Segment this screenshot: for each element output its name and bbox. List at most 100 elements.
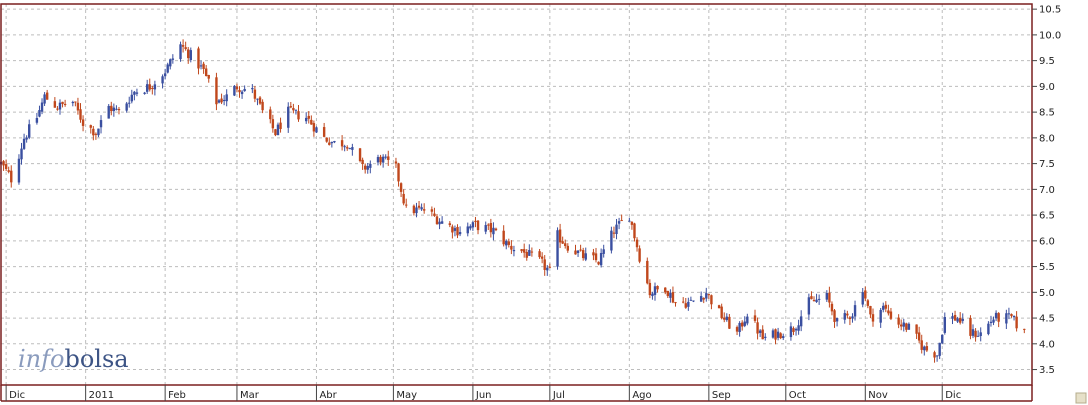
candle-body xyxy=(779,333,782,339)
x-tick-label: Ago xyxy=(632,390,651,401)
candle-body xyxy=(74,101,77,103)
candle-body xyxy=(851,316,854,319)
candle-body xyxy=(379,156,382,163)
candle-body xyxy=(633,223,636,239)
candle-body xyxy=(243,88,246,92)
candle-body xyxy=(256,98,259,100)
candle-body xyxy=(279,122,282,129)
candle-body xyxy=(474,220,477,222)
x-axis: Dic 2011 Feb Mar Abr May Jun Jul Ago Sep Oct Nov Dic xyxy=(5,385,961,401)
candle-body xyxy=(635,239,639,248)
candle-body xyxy=(900,324,903,327)
candle-body xyxy=(933,352,936,358)
candle-body xyxy=(35,117,39,123)
candle-body xyxy=(525,251,528,258)
x-tick-label: Dic xyxy=(945,390,961,401)
candle-body xyxy=(807,297,811,315)
candle-body xyxy=(307,115,310,119)
candle-body xyxy=(692,300,695,302)
candle-body xyxy=(794,328,798,331)
candle-body xyxy=(520,249,523,252)
candle-body xyxy=(412,205,416,214)
candle-body xyxy=(884,304,888,309)
candle-body xyxy=(941,334,944,344)
candle-body xyxy=(351,147,354,150)
candle-body xyxy=(430,209,434,212)
candle-body xyxy=(564,243,567,246)
candle-body xyxy=(181,45,185,47)
candle-body xyxy=(130,94,133,102)
candle-body xyxy=(358,148,362,162)
candle-body xyxy=(38,109,41,117)
candle-body xyxy=(907,323,911,330)
candle-body xyxy=(771,330,775,338)
candle-body xyxy=(458,231,462,235)
candle-body xyxy=(725,316,729,321)
candle-body xyxy=(199,65,203,67)
resize-grip-icon[interactable] xyxy=(1075,392,1087,404)
candle-body xyxy=(746,316,749,324)
candle-body xyxy=(233,85,236,96)
candle-body xyxy=(782,336,785,338)
candle-body xyxy=(2,161,5,166)
candle-body xyxy=(869,306,872,315)
candle-body xyxy=(217,100,221,103)
candle-body xyxy=(166,64,169,73)
candle-body xyxy=(682,301,685,303)
x-tick-label: Sep xyxy=(712,390,731,401)
candle-body xyxy=(292,107,295,111)
candle-body xyxy=(325,137,328,142)
candle-body xyxy=(994,312,998,319)
candle-body xyxy=(394,161,398,164)
candle-body xyxy=(879,309,882,323)
candle-body xyxy=(656,285,659,290)
y-tick-label: 9.0 xyxy=(1039,82,1055,93)
candle-body xyxy=(546,267,549,271)
candle-body xyxy=(294,109,298,111)
candle-body xyxy=(979,332,982,337)
candle-body xyxy=(917,332,921,341)
candle-body xyxy=(92,128,95,136)
candle-body xyxy=(530,251,534,253)
x-tick-label: 2011 xyxy=(89,390,114,401)
candle-body xyxy=(882,305,885,310)
candle-body xyxy=(558,229,562,243)
candle-body xyxy=(905,323,908,330)
candle-body xyxy=(297,111,300,120)
candle-body xyxy=(574,250,577,255)
candle-body xyxy=(240,91,244,95)
candle-body xyxy=(153,84,157,90)
candle-body xyxy=(415,207,418,214)
candle-body xyxy=(915,324,918,334)
candle-body xyxy=(76,102,80,111)
candle-body xyxy=(440,221,444,224)
candle-body xyxy=(646,260,649,284)
candle-body xyxy=(184,47,187,50)
candle-body xyxy=(758,330,762,333)
candle-body xyxy=(989,321,993,324)
y-tick-label: 4.5 xyxy=(1039,314,1055,325)
candle-body xyxy=(864,290,867,299)
candle-body xyxy=(7,170,10,172)
candle-body xyxy=(846,313,849,316)
candle-body xyxy=(866,300,870,306)
logo-part-bolsa: bolsa xyxy=(64,345,128,373)
candle-body xyxy=(405,204,408,206)
candle-body xyxy=(17,158,21,183)
candle-body xyxy=(1005,313,1008,324)
y-tick-label: 7.5 xyxy=(1039,159,1055,170)
y-tick-label: 6.0 xyxy=(1039,236,1055,247)
candle-body xyxy=(251,88,254,90)
x-tick-label: May xyxy=(396,390,417,401)
candle-body xyxy=(1015,316,1018,329)
candle-body xyxy=(489,223,493,233)
candle-body xyxy=(125,103,128,111)
candle-body xyxy=(728,316,731,329)
candle-body xyxy=(1010,314,1013,317)
candle-body xyxy=(397,163,400,182)
candle-body xyxy=(797,325,800,331)
candle-body xyxy=(466,226,469,234)
y-tick-label: 9.5 xyxy=(1039,56,1055,67)
candle-body xyxy=(484,225,487,232)
